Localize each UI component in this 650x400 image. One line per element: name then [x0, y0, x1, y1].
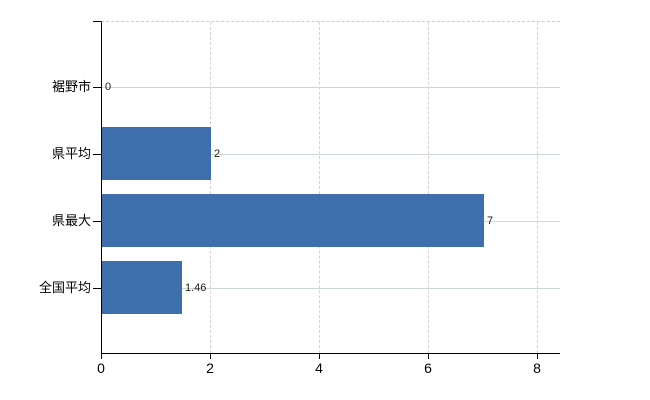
axis-top-tick: [93, 21, 101, 22]
x-tick: [319, 354, 320, 359]
x-tick: [101, 354, 102, 359]
x-tick-label: 2: [206, 360, 214, 376]
category-label: 全国平均: [38, 280, 91, 295]
y-tick: [93, 87, 101, 88]
gridline-horizontal: [102, 154, 560, 155]
bar: [102, 194, 484, 247]
value-label: 1.46: [185, 282, 207, 294]
bar: [102, 127, 211, 180]
y-tick: [93, 154, 101, 155]
bar: [102, 261, 182, 314]
gridline-vertical: [210, 22, 211, 353]
gridline-vertical: [428, 22, 429, 353]
x-tick-label: 6: [424, 360, 432, 376]
gridline-horizontal: [102, 87, 560, 88]
gridline-vertical: [319, 22, 320, 353]
x-tick: [210, 354, 211, 359]
gridline-horizontal: [102, 288, 560, 289]
value-label: 0: [105, 81, 112, 93]
value-label: 2: [214, 148, 221, 160]
value-label: 7: [487, 215, 494, 227]
category-label: 県最大: [51, 213, 91, 228]
x-tick: [428, 354, 429, 359]
x-tick-label: 0: [97, 360, 105, 376]
y-tick: [93, 288, 101, 289]
y-tick: [93, 221, 101, 222]
x-tick: [537, 354, 538, 359]
x-tick-label: 4: [315, 360, 323, 376]
plot-area: 0 2 7 1.46: [101, 21, 560, 354]
category-label: 県平均: [51, 146, 91, 161]
x-tick-label: 8: [533, 360, 541, 376]
gridline-vertical: [537, 22, 538, 353]
category-label: 裾野市: [51, 79, 91, 94]
